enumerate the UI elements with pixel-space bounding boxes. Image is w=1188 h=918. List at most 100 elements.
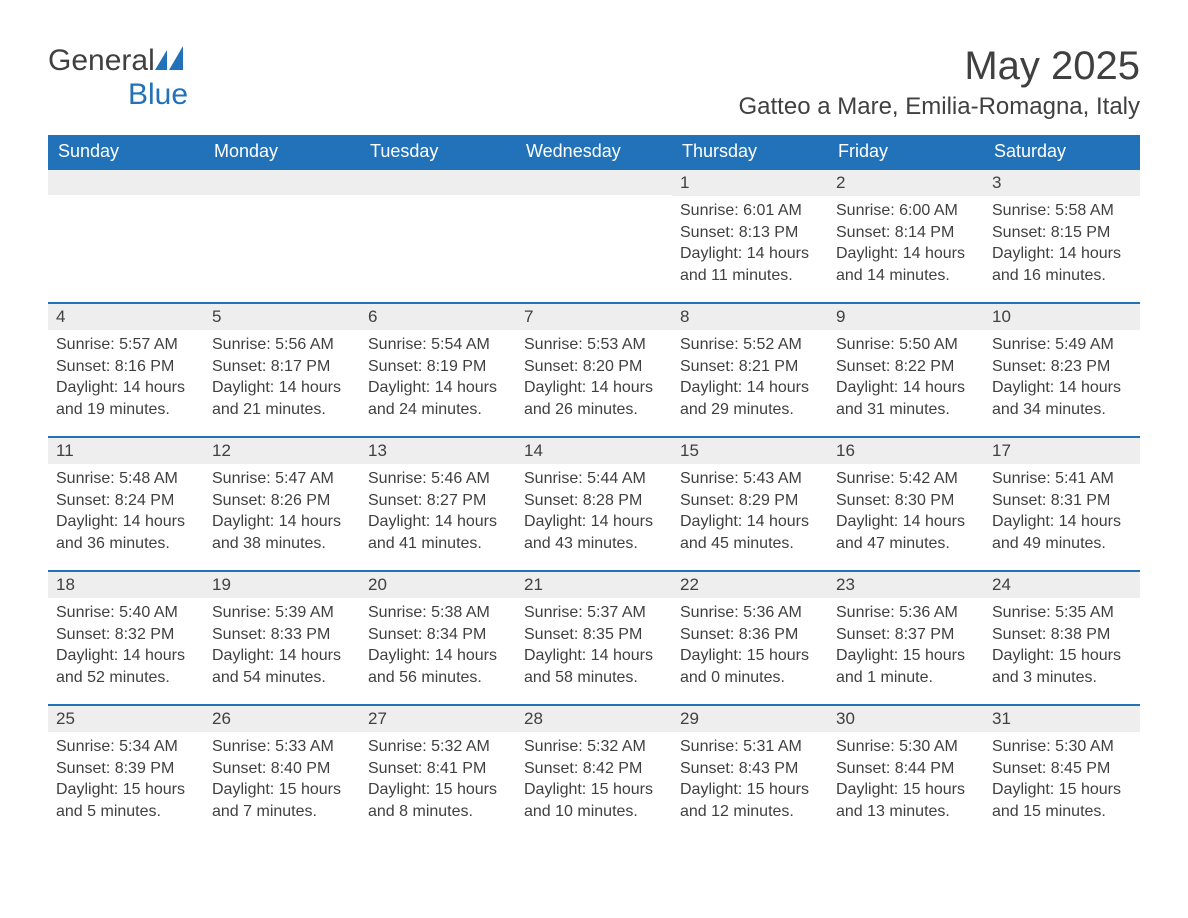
sunset-line: Sunset: 8:23 PM [992,356,1132,378]
daylight-line: Daylight: 14 hours and 43 minutes. [524,511,664,554]
daylight-line: Daylight: 14 hours and 54 minutes. [212,645,352,688]
daylight-line: Daylight: 15 hours and 1 minute. [836,645,976,688]
daylight-line: Daylight: 14 hours and 49 minutes. [992,511,1132,554]
day-details: Sunrise: 5:30 AMSunset: 8:45 PMDaylight:… [984,732,1140,832]
day-number: 14 [516,436,672,464]
calendar-cell: 24Sunrise: 5:35 AMSunset: 8:38 PMDayligh… [984,570,1140,704]
day-number: 20 [360,570,516,598]
daylight-line: Daylight: 15 hours and 7 minutes. [212,779,352,822]
calendar-header-row: SundayMondayTuesdayWednesdayThursdayFrid… [48,135,1140,168]
day-details: Sunrise: 5:52 AMSunset: 8:21 PMDaylight:… [672,330,828,430]
sunrise-line: Sunrise: 5:38 AM [368,602,508,624]
brand-text: General Blue [48,44,195,112]
calendar-cell [204,168,360,302]
day-details: Sunrise: 5:53 AMSunset: 8:20 PMDaylight:… [516,330,672,430]
daylight-line: Daylight: 14 hours and 47 minutes. [836,511,976,554]
day-details: Sunrise: 5:42 AMSunset: 8:30 PMDaylight:… [828,464,984,564]
sunset-line: Sunset: 8:15 PM [992,222,1132,244]
calendar-cell [360,168,516,302]
sunset-line: Sunset: 8:31 PM [992,490,1132,512]
daylight-line: Daylight: 14 hours and 58 minutes. [524,645,664,688]
calendar-cell: 5Sunrise: 5:56 AMSunset: 8:17 PMDaylight… [204,302,360,436]
day-details: Sunrise: 5:39 AMSunset: 8:33 PMDaylight:… [204,598,360,698]
sunrise-line: Sunrise: 5:48 AM [56,468,196,490]
day-details: Sunrise: 5:56 AMSunset: 8:17 PMDaylight:… [204,330,360,430]
sunset-line: Sunset: 8:30 PM [836,490,976,512]
daylight-line: Daylight: 14 hours and 41 minutes. [368,511,508,554]
sunrise-line: Sunrise: 5:34 AM [56,736,196,758]
calendar-cell: 21Sunrise: 5:37 AMSunset: 8:35 PMDayligh… [516,570,672,704]
day-details: Sunrise: 5:43 AMSunset: 8:29 PMDaylight:… [672,464,828,564]
calendar-cell: 23Sunrise: 5:36 AMSunset: 8:37 PMDayligh… [828,570,984,704]
sunrise-line: Sunrise: 5:49 AM [992,334,1132,356]
sunrise-line: Sunrise: 5:30 AM [992,736,1132,758]
daylight-line: Daylight: 14 hours and 38 minutes. [212,511,352,554]
day-details: Sunrise: 5:34 AMSunset: 8:39 PMDaylight:… [48,732,204,832]
sunset-line: Sunset: 8:27 PM [368,490,508,512]
day-details: Sunrise: 5:31 AMSunset: 8:43 PMDaylight:… [672,732,828,832]
calendar-cell: 2Sunrise: 6:00 AMSunset: 8:14 PMDaylight… [828,168,984,302]
sunset-line: Sunset: 8:37 PM [836,624,976,646]
day-number: 28 [516,704,672,732]
day-number: 17 [984,436,1140,464]
day-details: Sunrise: 5:41 AMSunset: 8:31 PMDaylight:… [984,464,1140,564]
sunrise-line: Sunrise: 5:40 AM [56,602,196,624]
sunrise-line: Sunrise: 5:46 AM [368,468,508,490]
day-details: Sunrise: 5:46 AMSunset: 8:27 PMDaylight:… [360,464,516,564]
calendar-row: 1Sunrise: 6:01 AMSunset: 8:13 PMDaylight… [48,168,1140,302]
day-details: Sunrise: 5:33 AMSunset: 8:40 PMDaylight:… [204,732,360,832]
sunrise-line: Sunrise: 5:36 AM [680,602,820,624]
daylight-line: Daylight: 15 hours and 0 minutes. [680,645,820,688]
day-number: 13 [360,436,516,464]
day-number: 19 [204,570,360,598]
daylight-line: Daylight: 14 hours and 21 minutes. [212,377,352,420]
calendar-cell: 11Sunrise: 5:48 AMSunset: 8:24 PMDayligh… [48,436,204,570]
sunset-line: Sunset: 8:28 PM [524,490,664,512]
day-details: Sunrise: 5:32 AMSunset: 8:41 PMDaylight:… [360,732,516,832]
day-details: Sunrise: 5:44 AMSunset: 8:28 PMDaylight:… [516,464,672,564]
daylight-line: Daylight: 14 hours and 56 minutes. [368,645,508,688]
sunset-line: Sunset: 8:33 PM [212,624,352,646]
day-number: 10 [984,302,1140,330]
day-number: 4 [48,302,204,330]
sunset-line: Sunset: 8:19 PM [368,356,508,378]
sunrise-line: Sunrise: 5:44 AM [524,468,664,490]
calendar-cell: 26Sunrise: 5:33 AMSunset: 8:40 PMDayligh… [204,704,360,838]
daylight-line: Daylight: 15 hours and 13 minutes. [836,779,976,822]
calendar-cell: 7Sunrise: 5:53 AMSunset: 8:20 PMDaylight… [516,302,672,436]
daylight-line: Daylight: 15 hours and 10 minutes. [524,779,664,822]
brand-mark-icon [155,46,195,70]
calendar-cell: 20 Sunrise: 5:38 AMSunset: 8:34 PMDayligh… [360,570,516,704]
day-number: 22 [672,570,828,598]
calendar-cell: 8Sunrise: 5:52 AMSunset: 8:21 PMDaylight… [672,302,828,436]
calendar-cell: 14Sunrise: 5:44 AMSunset: 8:28 PMDayligh… [516,436,672,570]
calendar-cell: 19Sunrise: 5:39 AMSunset: 8:33 PMDayligh… [204,570,360,704]
day-details: Sunrise: 5:35 AMSunset: 8:38 PMDaylight:… [984,598,1140,698]
sunrise-line: Sunrise: 5:47 AM [212,468,352,490]
day-number: 7 [516,302,672,330]
sunrise-line: Sunrise: 5:32 AM [524,736,664,758]
day-details: Sunrise: 6:00 AMSunset: 8:14 PMDaylight:… [828,196,984,296]
calendar-cell: 30Sunrise: 5:30 AMSunset: 8:44 PMDayligh… [828,704,984,838]
sunrise-line: Sunrise: 5:57 AM [56,334,196,356]
day-details: Sunrise: 5:47 AMSunset: 8:26 PMDaylight:… [204,464,360,564]
day-number: 11 [48,436,204,464]
day-number: 31 [984,704,1140,732]
calendar-cell: 28Sunrise: 5:32 AMSunset: 8:42 PMDayligh… [516,704,672,838]
calendar-cell: 13Sunrise: 5:46 AMSunset: 8:27 PMDayligh… [360,436,516,570]
day-number: 15 [672,436,828,464]
sunset-line: Sunset: 8:41 PM [368,758,508,780]
sunrise-line: Sunrise: 5:56 AM [212,334,352,356]
sunrise-line: Sunrise: 5:37 AM [524,602,664,624]
day-number-empty [204,168,360,195]
day-number: 24 [984,570,1140,598]
sunrise-line: Sunrise: 5:43 AM [680,468,820,490]
day-details: Sunrise: 5:30 AMSunset: 8:44 PMDaylight:… [828,732,984,832]
calendar-cell: 4Sunrise: 5:57 AMSunset: 8:16 PMDaylight… [48,302,204,436]
daylight-line: Daylight: 14 hours and 14 minutes. [836,243,976,286]
daylight-line: Daylight: 14 hours and 11 minutes. [680,243,820,286]
daylight-line: Daylight: 14 hours and 24 minutes. [368,377,508,420]
calendar-cell: 27Sunrise: 5:32 AMSunset: 8:41 PMDayligh… [360,704,516,838]
sunset-line: Sunset: 8:34 PM [368,624,508,646]
day-number: 25 [48,704,204,732]
